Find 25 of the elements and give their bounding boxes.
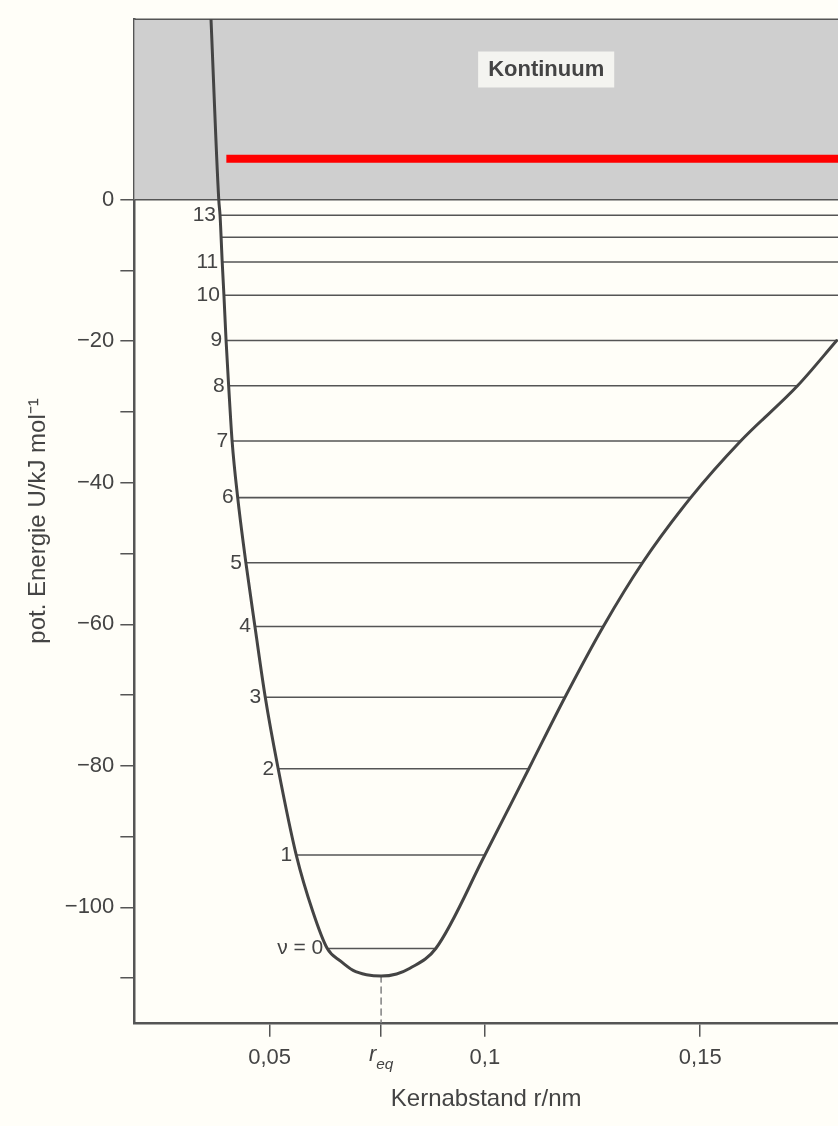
y-tick-label: −40 (77, 468, 115, 494)
series-label: 3 (249, 684, 262, 708)
band-label: Kontinuum (488, 55, 605, 81)
series-label: 7 (216, 427, 229, 451)
series-label: 2 (262, 755, 275, 779)
series-label: 5 (230, 549, 242, 573)
x-tick-label: 0,15 (678, 1044, 722, 1070)
y-tick-label: 0 (102, 185, 115, 211)
series-label: 10 (196, 282, 220, 306)
series-label: ν = 0 (277, 935, 324, 959)
y-axis-title: pot. Energie U/kJ mol⁻¹ (23, 398, 51, 644)
y-tick-label: −100 (64, 893, 115, 919)
series-label: 6 (222, 484, 234, 508)
x-tick-label: 0,1 (469, 1044, 501, 1070)
series-label: 4 (239, 613, 252, 637)
y-tick-label: −60 (77, 610, 115, 636)
series-label: 1 (280, 841, 293, 865)
series-label: 9 (210, 327, 223, 351)
y-tick-label: −20 (77, 327, 115, 353)
series-label: 11 (196, 248, 219, 272)
y-tick-label: −80 (77, 751, 115, 777)
series-label: 13 (192, 202, 217, 226)
x-tick-label: 0,05 (248, 1044, 291, 1070)
series-label: 8 (212, 372, 225, 396)
x-axis-title: Kernabstand r/nm (390, 1084, 582, 1112)
